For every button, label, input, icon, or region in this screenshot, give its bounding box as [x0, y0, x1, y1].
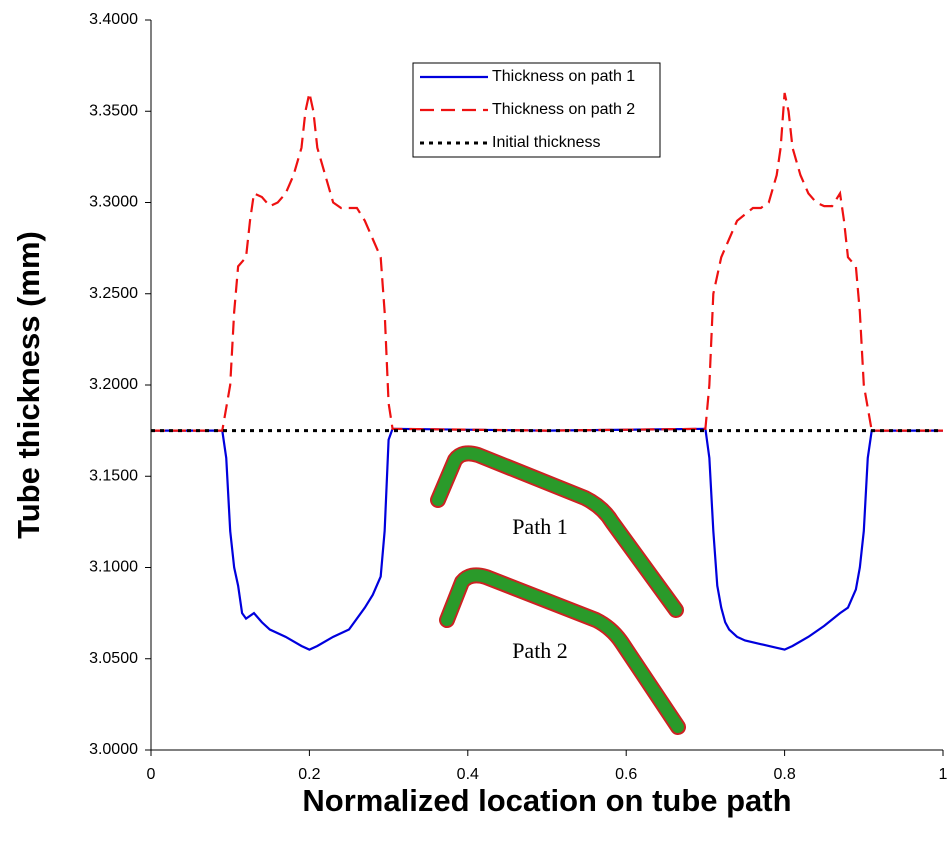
y-tick-label: 3.2500 [89, 285, 138, 302]
y-tick-label: 3.0500 [89, 650, 138, 667]
legend-label: Thickness on path 2 [492, 101, 635, 118]
x-tick-label: 1 [939, 766, 947, 783]
series-line [151, 429, 943, 650]
x-tick-label: 0 [147, 766, 156, 783]
x-tick-label: 0.4 [457, 766, 479, 783]
y-tick-label: 3.1000 [89, 559, 138, 576]
y-tick-label: 3.1500 [89, 467, 138, 484]
x-tick-label: 0.8 [773, 766, 795, 783]
y-tick-label: 3.3000 [89, 194, 138, 211]
y-tick-label: 3.2000 [89, 376, 138, 393]
tube-illustration [438, 453, 678, 727]
y-tick-label: 3.0000 [89, 741, 138, 758]
legend-label: Initial thickness [492, 134, 601, 151]
y-axis-label: Tube thickness (mm) [11, 231, 46, 539]
chart: Path 1 Path 2 Normalized location on tub… [0, 0, 947, 854]
annotation: Path 1 [512, 514, 568, 539]
x-tick-label: 0.2 [298, 766, 320, 783]
x-tick-label: 0.6 [615, 766, 637, 783]
y-tick-label: 3.4000 [89, 11, 138, 28]
x-axis-label: Normalized location on tube path [302, 783, 791, 818]
y-tick-label: 3.3500 [89, 102, 138, 119]
legend-label: Thickness on path 1 [492, 68, 635, 85]
annotation: Path 2 [512, 638, 568, 663]
